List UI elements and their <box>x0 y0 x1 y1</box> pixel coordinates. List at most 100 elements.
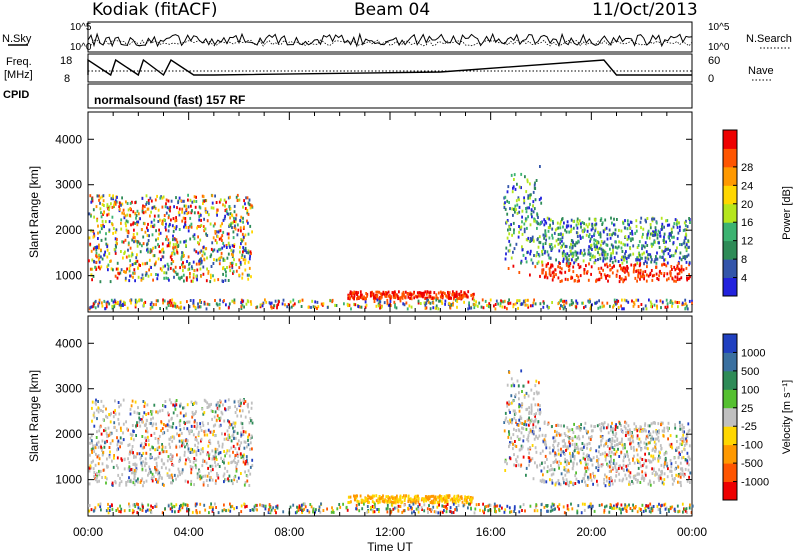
echo-cell <box>605 226 608 230</box>
echo-cell <box>565 262 568 266</box>
echo-cell <box>136 452 139 456</box>
echo-cell <box>190 429 192 433</box>
echo-cell <box>189 216 192 220</box>
echo-cell <box>588 245 590 249</box>
echo-cell <box>525 473 527 477</box>
echo-cell <box>205 232 207 236</box>
echo-cell <box>659 299 662 303</box>
echo-cell <box>212 262 215 265</box>
echo-cell <box>586 446 588 450</box>
echo-cell <box>99 505 102 509</box>
echo-cell <box>109 420 112 424</box>
echo-cell <box>207 271 210 275</box>
echo-cell <box>126 213 129 217</box>
echo-cell <box>97 400 99 403</box>
echo-cell <box>103 253 105 257</box>
echo-cell <box>388 500 391 504</box>
echo-cell <box>191 415 194 419</box>
echo-cell <box>206 451 209 455</box>
echo-cell <box>568 436 571 440</box>
echo-cell <box>683 239 686 243</box>
echo-cell <box>136 253 138 257</box>
echo-cell <box>644 473 647 477</box>
echo-cell <box>518 198 520 202</box>
echo-cell <box>236 414 239 418</box>
echo-cell <box>378 495 381 498</box>
nsearch-log-bottom: 10^0 <box>708 42 730 53</box>
echo-cell <box>217 441 220 445</box>
echo-cell <box>537 391 540 395</box>
echo-cell <box>566 447 568 451</box>
echo-cell <box>541 260 544 264</box>
echo-cell <box>133 228 135 232</box>
echo-cell <box>98 469 100 473</box>
echo-cell <box>543 301 545 305</box>
echo-cell <box>590 435 593 439</box>
echo-cell <box>564 434 567 437</box>
echo-cell <box>142 277 145 281</box>
echo-cell <box>375 499 378 503</box>
echo-cell <box>535 390 538 394</box>
echo-cell <box>608 465 611 469</box>
echo-cell <box>597 468 600 472</box>
echo-cell <box>222 257 225 261</box>
echo-cell <box>546 457 548 461</box>
echo-cell <box>167 277 169 281</box>
y-axis-label: Slant Range [km] <box>27 166 41 258</box>
echo-cell <box>136 411 139 415</box>
echo-cell <box>216 448 219 452</box>
echo-cell <box>120 218 123 222</box>
echo-cell <box>473 306 476 310</box>
echo-cell <box>417 294 420 297</box>
echo-cell <box>243 483 246 487</box>
echo-cell <box>615 432 618 436</box>
echo-cell <box>134 239 137 243</box>
echo-cell <box>658 468 660 472</box>
echo-cell <box>200 437 203 441</box>
echo-cell <box>302 502 305 506</box>
echo-cell <box>631 480 633 483</box>
beam-title: Beam 04 <box>354 0 431 20</box>
echo-cell <box>90 447 93 451</box>
echo-cell <box>203 302 206 306</box>
echo-cell <box>139 264 141 267</box>
echo-cell <box>138 263 140 267</box>
echo-cell <box>632 252 635 256</box>
echo-cell <box>200 261 203 265</box>
echo-cell <box>399 494 402 498</box>
echo-cell <box>187 429 190 433</box>
echo-cell <box>99 201 101 205</box>
echo-cell <box>364 497 367 501</box>
echo-cell <box>614 228 617 232</box>
echo-cell <box>626 238 629 241</box>
echo-cell <box>526 437 529 441</box>
echo-cell <box>227 433 230 437</box>
echo-cell <box>157 472 159 476</box>
echo-cell <box>623 455 625 459</box>
echo-cell <box>130 298 133 302</box>
echo-cell <box>678 301 681 304</box>
echo-cell <box>669 274 672 278</box>
echo-cell <box>93 259 95 263</box>
echo-cell <box>170 262 173 266</box>
echo-cell <box>533 254 535 257</box>
echo-cell <box>169 223 171 227</box>
echo-cell <box>171 439 174 443</box>
echo-cell <box>235 263 238 267</box>
echo-cell <box>177 211 180 215</box>
echo-cell <box>134 261 137 265</box>
echo-cell <box>682 255 685 259</box>
echo-cell <box>566 459 568 463</box>
echo-cell <box>515 420 517 424</box>
echo-cell <box>569 454 572 458</box>
echo-cell <box>135 463 138 467</box>
echo-cell <box>670 265 673 268</box>
echo-cell <box>512 399 514 403</box>
echo-cell <box>123 252 126 255</box>
echo-cell <box>357 501 360 505</box>
echo-cell <box>541 480 543 484</box>
echo-cell <box>644 471 647 475</box>
echo-cell <box>575 241 578 245</box>
echo-cell <box>152 422 155 426</box>
echo-cell <box>233 220 236 223</box>
